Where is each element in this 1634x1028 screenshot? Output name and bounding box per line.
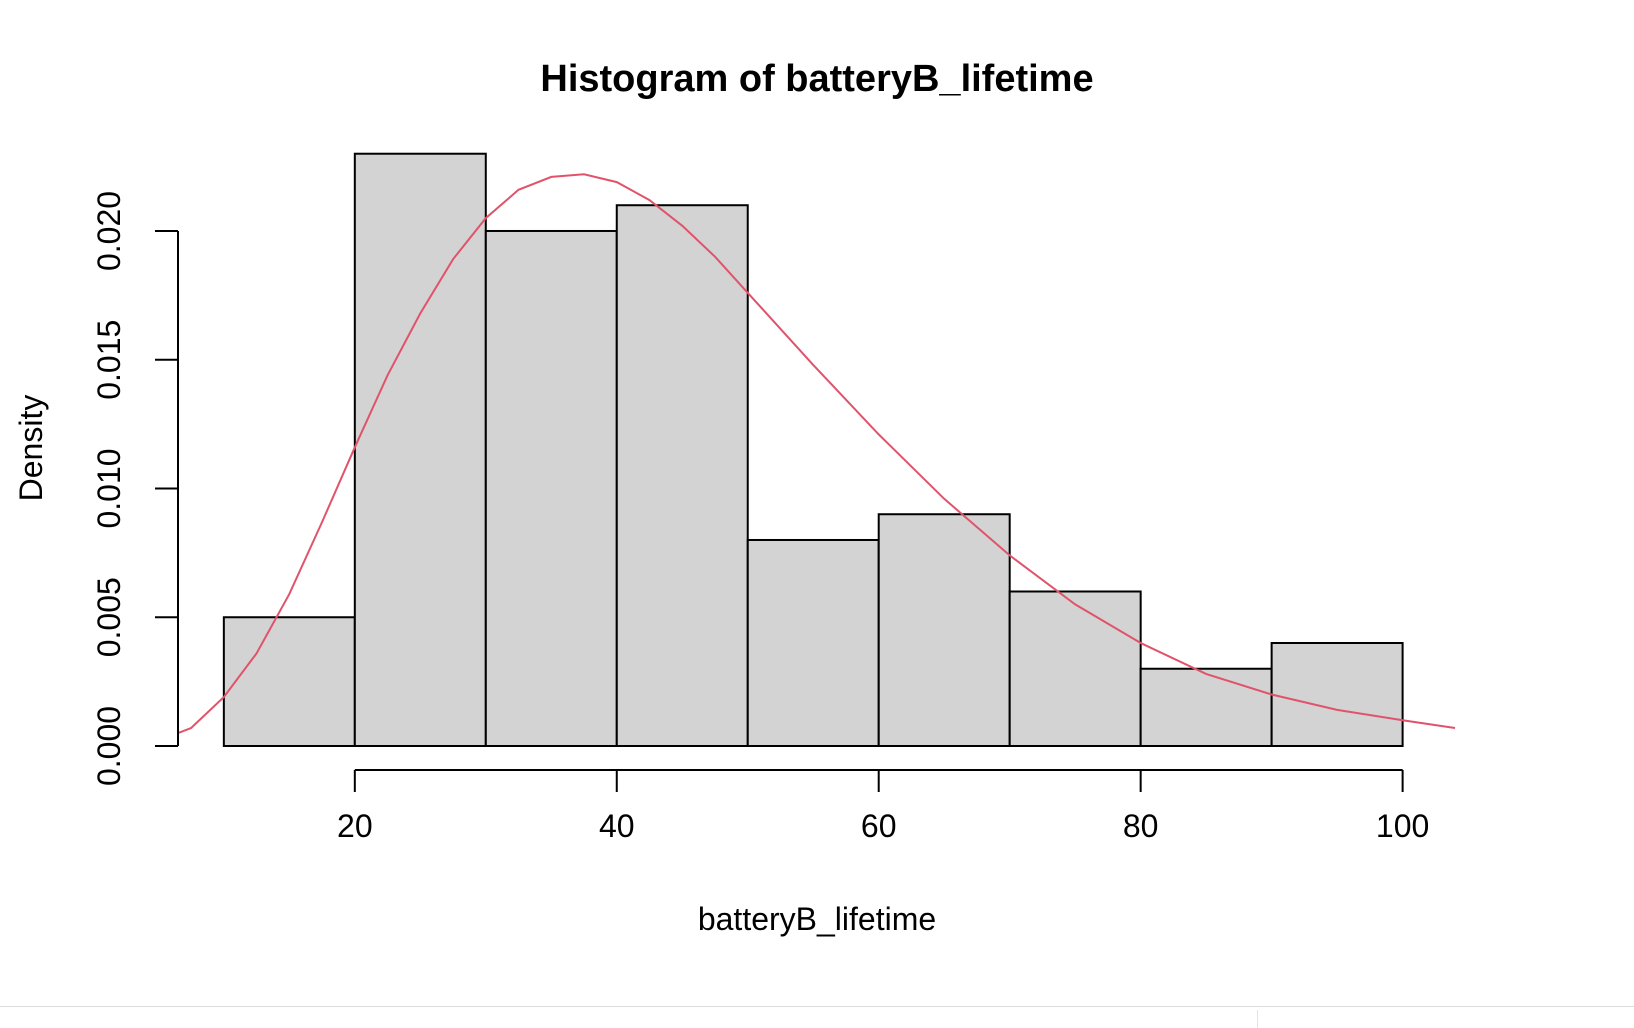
panel-divider — [0, 1006, 1634, 1007]
histogram-bar — [353, 152, 487, 747]
y-axis: 0.000 0.005 0.010 0.015 0.020 — [91, 191, 179, 786]
chart-title: Histogram of batteryB_lifetime — [540, 58, 1093, 100]
histogram-bar — [615, 204, 749, 747]
x-axis: 20 40 60 80 100 — [337, 769, 1429, 844]
histogram-bar — [1270, 641, 1404, 748]
y-tick-label: 0.015 — [91, 320, 127, 400]
density-curve — [177, 173, 1456, 735]
x-tick-label: 20 — [337, 808, 373, 844]
y-tick-label: 0.020 — [91, 191, 127, 271]
x-tick-label: 100 — [1376, 808, 1429, 844]
y-axis-label: Density — [13, 395, 49, 502]
x-axis-label: batteryB_lifetime — [698, 901, 936, 937]
y-tick-label: 0.010 — [91, 448, 127, 528]
histogram-bar — [484, 229, 618, 748]
histogram-bar — [1139, 667, 1273, 747]
histogram-bars — [222, 152, 1404, 748]
x-tick-label: 40 — [599, 808, 635, 844]
histogram-bar — [222, 616, 356, 747]
x-tick-label: 80 — [1123, 808, 1159, 844]
histogram-bar — [746, 538, 880, 747]
panel-splitter[interactable] — [1257, 1010, 1258, 1028]
histogram-bar — [1008, 590, 1142, 748]
y-tick-label: 0.005 — [91, 577, 127, 657]
histogram-bar — [877, 513, 1011, 748]
x-tick-label: 60 — [861, 808, 897, 844]
y-tick-label: 0.000 — [91, 706, 127, 786]
